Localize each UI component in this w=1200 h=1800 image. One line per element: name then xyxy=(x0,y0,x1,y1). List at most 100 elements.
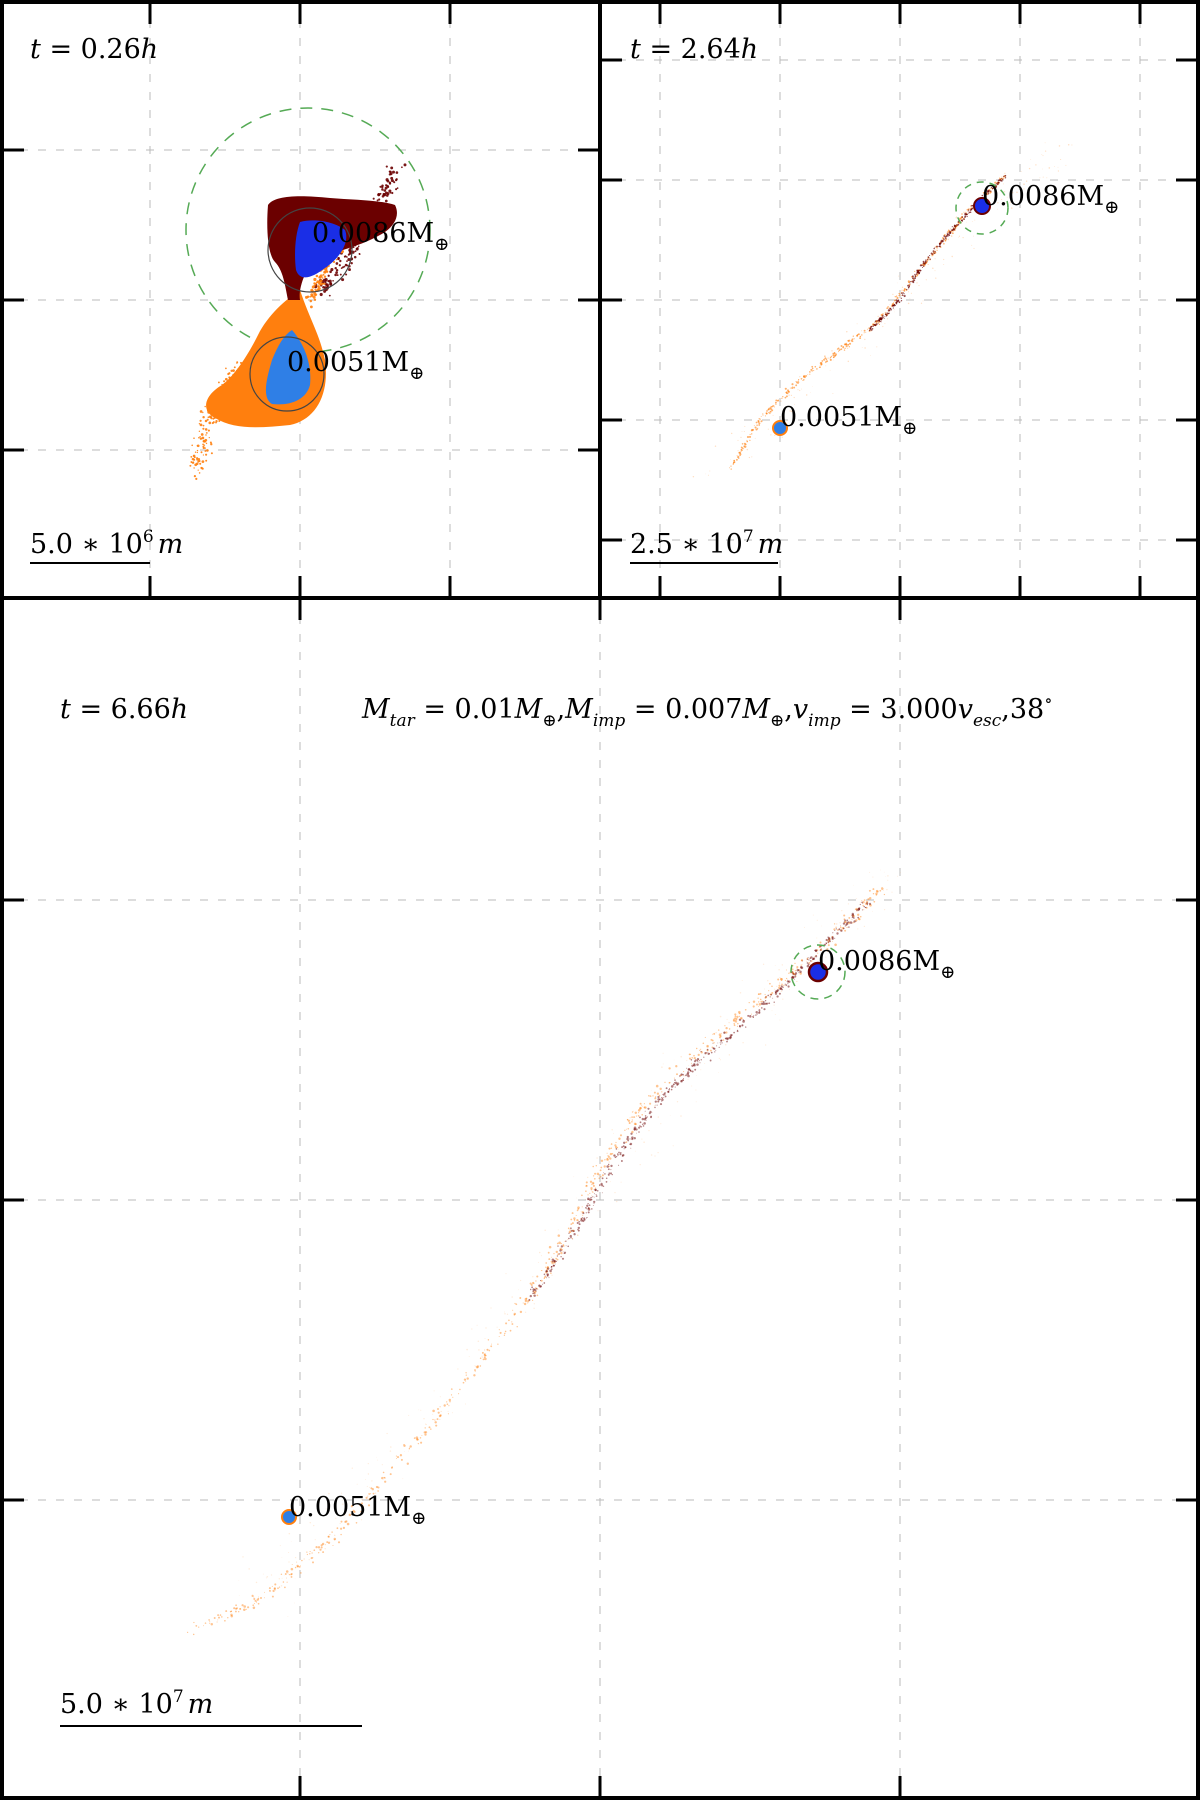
p3-debris-impactor xyxy=(601,1174,604,1177)
p3-debris-impactor xyxy=(439,1415,441,1417)
p2-debris-halo xyxy=(740,436,742,439)
p2-debris-halo xyxy=(846,347,849,350)
p1-debris-target xyxy=(381,188,384,191)
p3-debris-halo xyxy=(603,1169,605,1171)
p3-debris-impactor xyxy=(269,1590,271,1592)
p1-debris-impactor-tail xyxy=(203,444,206,446)
p1-debris-target xyxy=(342,266,344,269)
p3-debris-halo xyxy=(816,919,818,921)
p3-debris-impactor xyxy=(858,918,861,921)
p3-debris-target xyxy=(605,1181,608,1183)
p3-debris-impactor xyxy=(465,1374,467,1376)
p2-debris-target xyxy=(924,260,927,262)
p2-debris-halo xyxy=(1004,172,1006,174)
p1-debris-impactor-tail xyxy=(193,474,197,478)
p3-debris-halo xyxy=(691,1062,693,1063)
p1-debris-impactor-tail xyxy=(198,430,201,432)
p3-debris-target xyxy=(713,1047,716,1050)
p3-debris-halo xyxy=(365,1479,367,1481)
p3-debris-impactor xyxy=(344,1514,346,1516)
p2-debris-halo xyxy=(709,470,711,472)
p3-debris-impactor xyxy=(253,1603,255,1605)
p3-debris-target xyxy=(806,958,809,960)
p2-debris-impactor xyxy=(753,425,755,427)
p3-debris-target xyxy=(806,962,809,964)
p3-debris-target xyxy=(559,1249,562,1252)
p3-debris-impactor xyxy=(713,1032,716,1035)
p2-debris-halo xyxy=(1042,176,1044,178)
p3-debris-halo xyxy=(386,1432,388,1435)
p3-debris-impactor xyxy=(403,1444,405,1446)
p1-debris-target xyxy=(388,170,391,173)
p3-debris-target xyxy=(846,919,849,922)
p3-debris-impactor xyxy=(757,997,759,999)
p3-debris-impactor xyxy=(734,1020,736,1022)
p3-debris-halo xyxy=(335,1517,337,1519)
p1-debris-impactor xyxy=(326,270,329,273)
p1-debris-impactor-tail xyxy=(192,461,195,463)
p2-debris-impactor xyxy=(795,381,797,383)
p3-debris-target xyxy=(840,929,843,932)
p3-debris-halo xyxy=(420,1409,422,1411)
p3-debris-target xyxy=(721,1042,723,1044)
p2-debris-target xyxy=(879,320,881,323)
p1-debris-target xyxy=(329,282,333,285)
p3-debris-impactor xyxy=(361,1499,363,1501)
p1-debris-impactor-tail xyxy=(223,380,226,383)
p3-debris-target xyxy=(657,1104,659,1106)
p1-debris-target xyxy=(394,178,398,182)
p3-debris-impactor xyxy=(230,1614,234,1618)
p3-debris-impactor xyxy=(594,1187,597,1189)
p3-debris-impactor xyxy=(598,1177,600,1180)
p3-debris-target xyxy=(624,1146,627,1148)
p3-debris-impactor xyxy=(752,1000,756,1003)
p2-debris-target xyxy=(914,275,916,277)
p2-debris-halo xyxy=(794,403,795,405)
p3-debris-impactor xyxy=(474,1369,476,1371)
p3-debris-halo xyxy=(887,875,889,877)
p1-debris-target xyxy=(385,165,388,168)
p2-debris-halo xyxy=(955,216,958,218)
p3-debris-halo xyxy=(506,1313,509,1315)
p3-debris-impactor xyxy=(428,1426,431,1429)
p2-debris-impactor xyxy=(959,218,962,220)
p3-debris-impactor xyxy=(235,1604,237,1607)
p3-debris-target xyxy=(682,1073,684,1076)
p2-debris-impactor xyxy=(903,288,906,291)
p3-debris-impactor xyxy=(752,1005,755,1008)
p3-debris-impactor xyxy=(268,1587,271,1590)
p2-debris-halo xyxy=(1041,154,1043,156)
p3-debris-halo xyxy=(537,1261,539,1263)
p3-debris-impactor xyxy=(872,888,875,891)
p2-debris-target xyxy=(918,271,921,274)
p1-debris-impactor-tail xyxy=(198,436,200,439)
p2-debris-impactor xyxy=(757,427,759,429)
p2-debris-target xyxy=(875,322,877,324)
p1-debris-target xyxy=(322,285,325,289)
p3-debris-target xyxy=(670,1085,674,1088)
p1-debris-impactor xyxy=(318,275,322,279)
p2-debris-halo xyxy=(1030,159,1032,160)
p1-debris-impactor-tail xyxy=(209,441,212,444)
p3-debris-impactor xyxy=(590,1187,593,1190)
p3-debris-target xyxy=(863,905,865,908)
p2-debris-impactor xyxy=(825,362,827,364)
p3-debris-impactor xyxy=(758,1001,760,1003)
p3-debris-target xyxy=(773,1001,775,1003)
p3-debris-impactor xyxy=(861,900,863,902)
p3-debris-impactor xyxy=(627,1119,631,1122)
p2-debris-target xyxy=(957,221,960,223)
p2-debris-target xyxy=(925,259,927,261)
p3-debris-target xyxy=(663,1097,665,1099)
p2-debris-impactor xyxy=(748,435,752,438)
p3-debris-impactor xyxy=(717,1029,720,1031)
p3-debris-target xyxy=(626,1135,629,1139)
p3-debris-target xyxy=(570,1236,572,1239)
p2-debris-halo xyxy=(793,396,795,399)
p3-debris-impactor xyxy=(536,1294,539,1297)
p3-debris-target xyxy=(700,1059,702,1061)
p3-debris-impactor xyxy=(702,1042,705,1044)
p2-debris-impactor xyxy=(748,436,750,438)
p3-debris-impactor xyxy=(784,979,787,982)
p3-debris-target xyxy=(745,1026,747,1028)
